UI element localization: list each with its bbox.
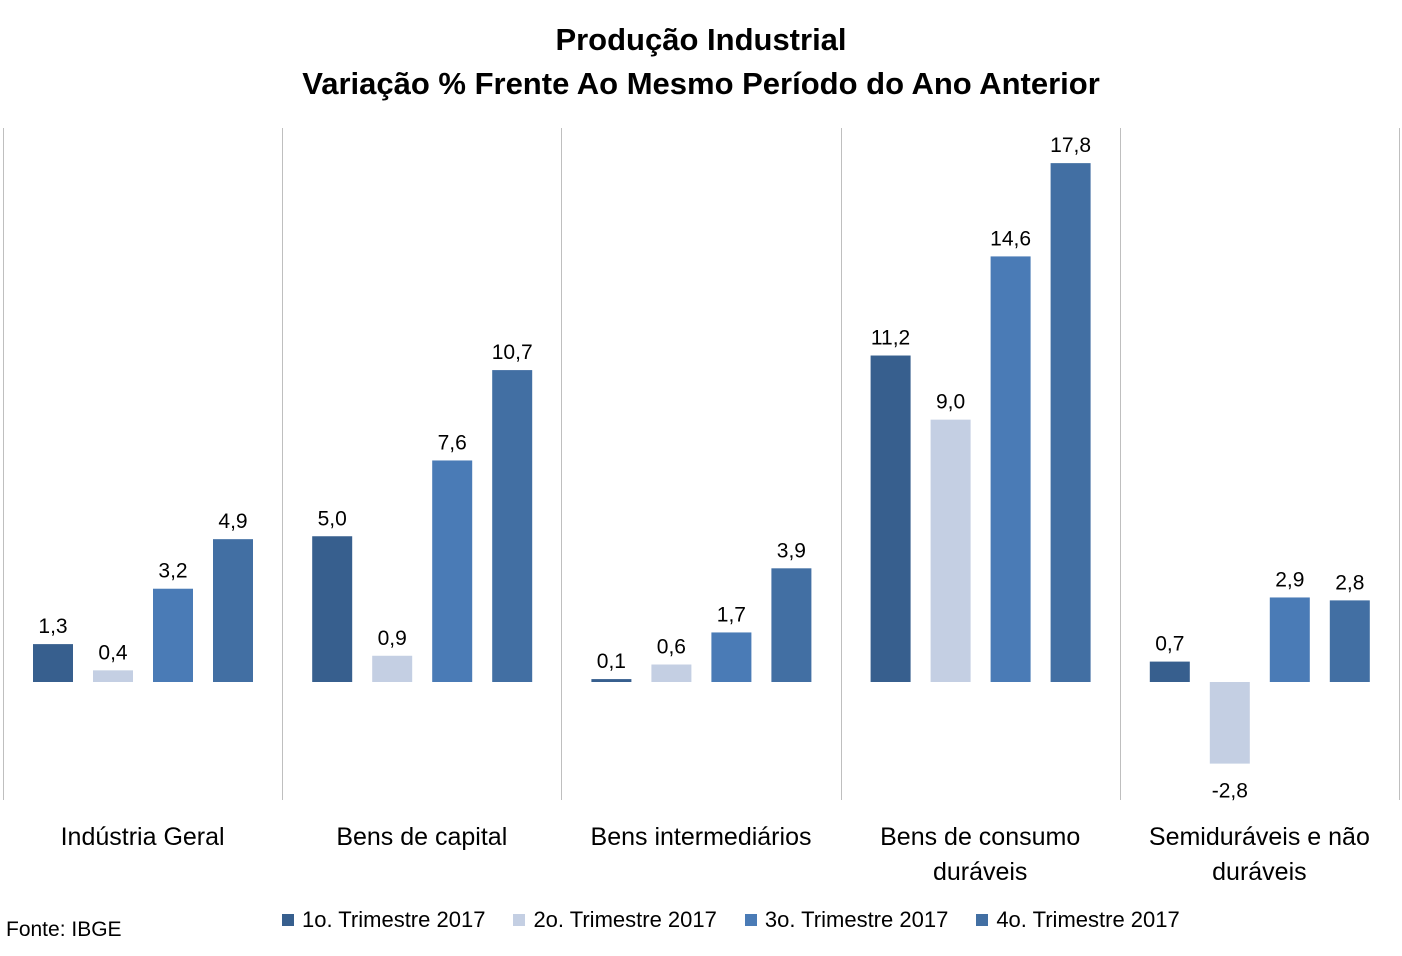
legend-swatch-q2 xyxy=(513,914,526,926)
bar xyxy=(651,664,692,682)
bar xyxy=(591,679,632,682)
category-label: Bens de consumo duráveis xyxy=(880,823,1080,886)
bar xyxy=(153,588,193,682)
source-note: Fonte: IBGE xyxy=(6,918,122,941)
legend-swatch-q4 xyxy=(976,914,989,926)
data-label: -2,8 xyxy=(1212,780,1248,803)
bar xyxy=(930,419,971,682)
data-label: 0,4 xyxy=(98,641,128,664)
bar xyxy=(1269,597,1310,682)
bar xyxy=(711,632,752,682)
bar xyxy=(1149,661,1190,682)
data-label: 4,9 xyxy=(218,510,247,533)
bar xyxy=(492,370,533,682)
data-label: 2,9 xyxy=(1275,568,1304,591)
bar xyxy=(990,256,1031,682)
bar xyxy=(93,670,133,682)
data-label: 10,7 xyxy=(492,341,533,364)
data-label: 0,7 xyxy=(1155,633,1184,656)
data-label: 9,0 xyxy=(936,391,965,414)
data-label: 11,2 xyxy=(871,327,910,350)
category-label: Indústria Geral xyxy=(61,823,225,851)
chart-title-main: Produção Industrial xyxy=(555,22,847,57)
legend-item-q1: 1o. Trimestre 2017 xyxy=(282,906,485,934)
data-label: 14,6 xyxy=(990,227,1031,250)
bar xyxy=(312,536,353,682)
legend-label-q1: 1o. Trimestre 2017 xyxy=(302,907,486,932)
data-label: 0,6 xyxy=(657,636,686,659)
bar xyxy=(1050,163,1091,682)
category-label: Bens intermediários xyxy=(591,823,812,851)
bar xyxy=(33,644,73,682)
data-label: 2,8 xyxy=(1335,571,1364,594)
data-label: 1,3 xyxy=(38,615,67,638)
bar xyxy=(771,568,812,682)
category-label: Bens de capital xyxy=(336,823,507,851)
bar xyxy=(372,655,413,682)
legend-label-q4: 4o. Trimestre 2017 xyxy=(996,907,1180,932)
legend-swatch-q1 xyxy=(282,914,294,926)
bar xyxy=(1209,682,1250,764)
legend-swatch-q3 xyxy=(744,914,757,926)
legend-label-q2: 2o. Trimestre 2017 xyxy=(533,907,717,932)
data-label: 7,6 xyxy=(438,431,467,454)
chart-title: Produção Industrial Variação % Frente Ao… xyxy=(0,18,1402,106)
data-label: 0,9 xyxy=(378,627,407,650)
bar xyxy=(1329,600,1370,682)
chart-legend: 1o. Trimestre 2017 2o. Trimestre 2017 3o… xyxy=(282,906,1180,934)
data-label: 5,0 xyxy=(318,507,347,530)
bar xyxy=(870,355,911,682)
data-label: 3,2 xyxy=(158,560,187,583)
data-label: 17,8 xyxy=(1050,134,1091,157)
data-label: 1,7 xyxy=(717,603,746,626)
data-label: 0,1 xyxy=(597,650,626,673)
data-label: 3,9 xyxy=(777,539,806,562)
legend-item-q3: 3o. Trimestre 2017 xyxy=(744,906,949,934)
bar xyxy=(432,460,473,682)
chart-subtitle: Variação % Frente Ao Mesmo Período do An… xyxy=(302,66,1100,101)
bar xyxy=(213,539,253,682)
legend-item-q4: 4o. Trimestre 2017 xyxy=(976,906,1180,934)
legend-item-q2: 2o. Trimestre 2017 xyxy=(513,906,717,934)
category-label: Semiduráveis e não duráveis xyxy=(1149,823,1370,886)
legend-label-q3: 3o. Trimestre 2017 xyxy=(764,907,949,932)
